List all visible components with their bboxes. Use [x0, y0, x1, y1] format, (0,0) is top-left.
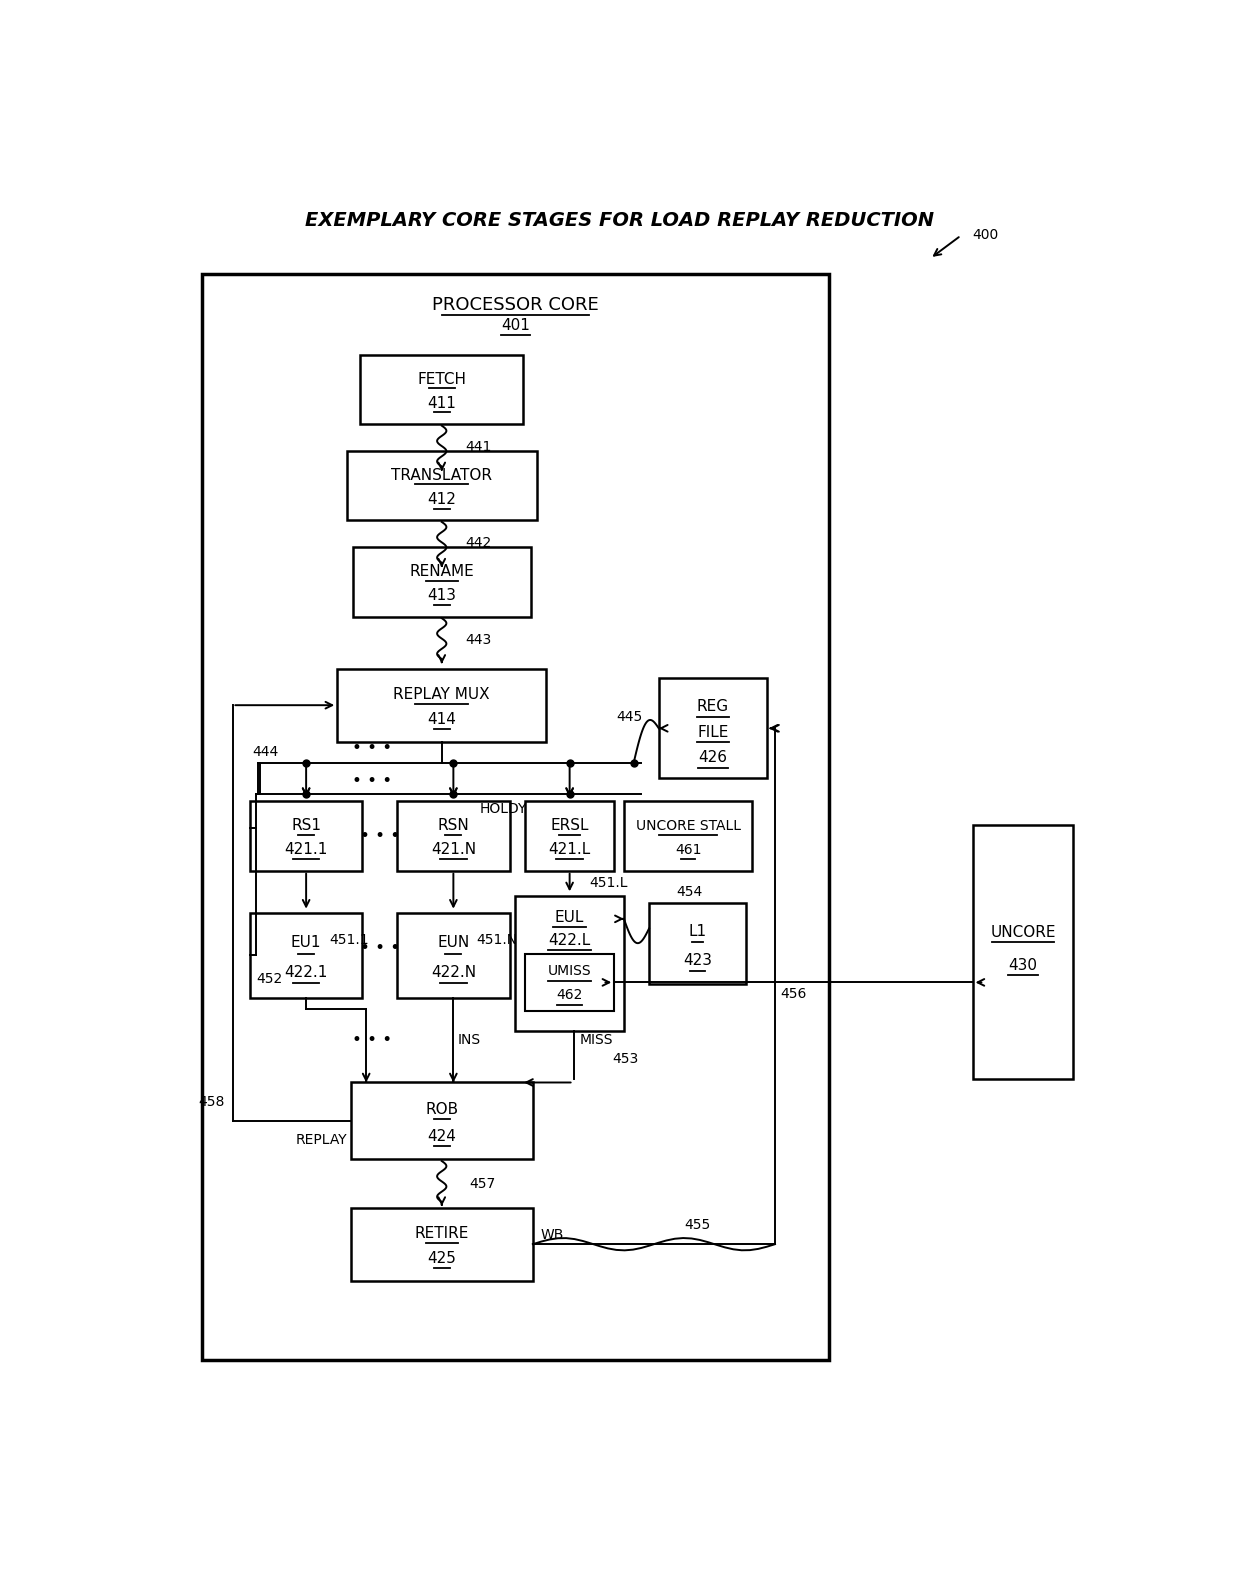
Bar — [624, 801, 753, 870]
Text: EUN: EUN — [438, 935, 470, 950]
Text: INS: INS — [458, 1034, 480, 1048]
Bar — [397, 801, 510, 870]
Text: 458: 458 — [198, 1095, 224, 1109]
Text: 412: 412 — [428, 492, 456, 507]
Text: • • •: • • • — [352, 1031, 392, 1049]
Text: 413: 413 — [428, 589, 456, 603]
Text: 426: 426 — [698, 749, 728, 765]
Text: 445: 445 — [616, 710, 642, 724]
Bar — [250, 801, 362, 870]
Text: • • •: • • • — [352, 740, 392, 757]
Bar — [347, 451, 537, 520]
Text: 462: 462 — [557, 988, 583, 1002]
Text: FILE: FILE — [697, 724, 729, 740]
Text: • • •: • • • — [352, 773, 392, 790]
Text: 424: 424 — [428, 1130, 456, 1144]
Bar — [337, 669, 547, 742]
Bar — [351, 1208, 533, 1280]
Text: MISS: MISS — [580, 1032, 614, 1046]
Text: REG: REG — [697, 699, 729, 715]
Text: RENAME: RENAME — [409, 564, 474, 580]
Text: 451.L: 451.L — [589, 877, 627, 891]
Bar — [649, 903, 746, 985]
Text: UMISS: UMISS — [548, 965, 591, 977]
Text: 422.N: 422.N — [430, 965, 476, 980]
Text: 411: 411 — [428, 396, 456, 412]
Text: PROCESSOR CORE: PROCESSOR CORE — [432, 295, 599, 314]
Text: 451.N: 451.N — [476, 933, 518, 947]
Bar — [972, 825, 1074, 1079]
Text: 461: 461 — [675, 844, 702, 856]
Bar — [351, 1082, 533, 1159]
Text: 454: 454 — [677, 884, 703, 899]
Text: 422.L: 422.L — [548, 933, 590, 947]
Text: EU1: EU1 — [291, 935, 321, 950]
Bar — [201, 273, 830, 1359]
Text: RSN: RSN — [438, 818, 469, 833]
Text: 453: 453 — [613, 1053, 639, 1067]
Text: 455: 455 — [684, 1218, 711, 1232]
Text: RS1: RS1 — [291, 818, 321, 833]
Text: 441: 441 — [465, 440, 491, 454]
Text: 421.L: 421.L — [548, 842, 590, 858]
Text: L1: L1 — [688, 924, 707, 939]
Bar — [525, 954, 614, 1012]
Text: • • •: • • • — [360, 939, 399, 957]
Bar — [658, 679, 768, 778]
Text: TRANSLATOR: TRANSLATOR — [392, 468, 492, 482]
Text: • • •: • • • — [360, 826, 399, 845]
Text: WB: WB — [541, 1229, 564, 1243]
Text: 414: 414 — [428, 712, 456, 727]
Text: REPLAY: REPLAY — [295, 1133, 347, 1147]
Text: REPLAY MUX: REPLAY MUX — [393, 687, 490, 702]
Text: RETIRE: RETIRE — [414, 1225, 469, 1241]
Text: EXEMPLARY CORE STAGES FOR LOAD REPLAY REDUCTION: EXEMPLARY CORE STAGES FOR LOAD REPLAY RE… — [305, 211, 935, 229]
Text: UNCORE STALL: UNCORE STALL — [636, 818, 740, 833]
Bar — [352, 547, 531, 617]
Text: ERSL: ERSL — [551, 818, 589, 833]
Bar — [525, 801, 614, 870]
Text: 400: 400 — [972, 228, 999, 242]
Text: ROB: ROB — [425, 1101, 459, 1117]
Bar — [397, 913, 510, 998]
Text: 452: 452 — [257, 971, 283, 985]
Text: 456: 456 — [780, 987, 806, 1001]
Text: 423: 423 — [683, 952, 712, 968]
Bar — [250, 913, 362, 998]
Text: 442: 442 — [465, 536, 491, 550]
Text: 421.1: 421.1 — [284, 842, 327, 858]
Text: EUL: EUL — [556, 910, 584, 925]
Text: 444: 444 — [252, 745, 278, 759]
Text: 425: 425 — [428, 1252, 456, 1266]
Text: FETCH: FETCH — [417, 372, 466, 386]
Text: HOLDY: HOLDY — [480, 801, 527, 815]
Text: 430: 430 — [1008, 958, 1038, 972]
Text: 457: 457 — [469, 1177, 495, 1191]
Text: 401: 401 — [501, 317, 529, 333]
Text: UNCORE: UNCORE — [991, 925, 1055, 939]
Bar — [361, 355, 523, 424]
Text: 421.N: 421.N — [430, 842, 476, 858]
Text: 422.1: 422.1 — [284, 965, 327, 980]
Text: 443: 443 — [465, 633, 491, 647]
Text: 451.1: 451.1 — [330, 933, 370, 947]
Bar — [516, 895, 624, 1031]
